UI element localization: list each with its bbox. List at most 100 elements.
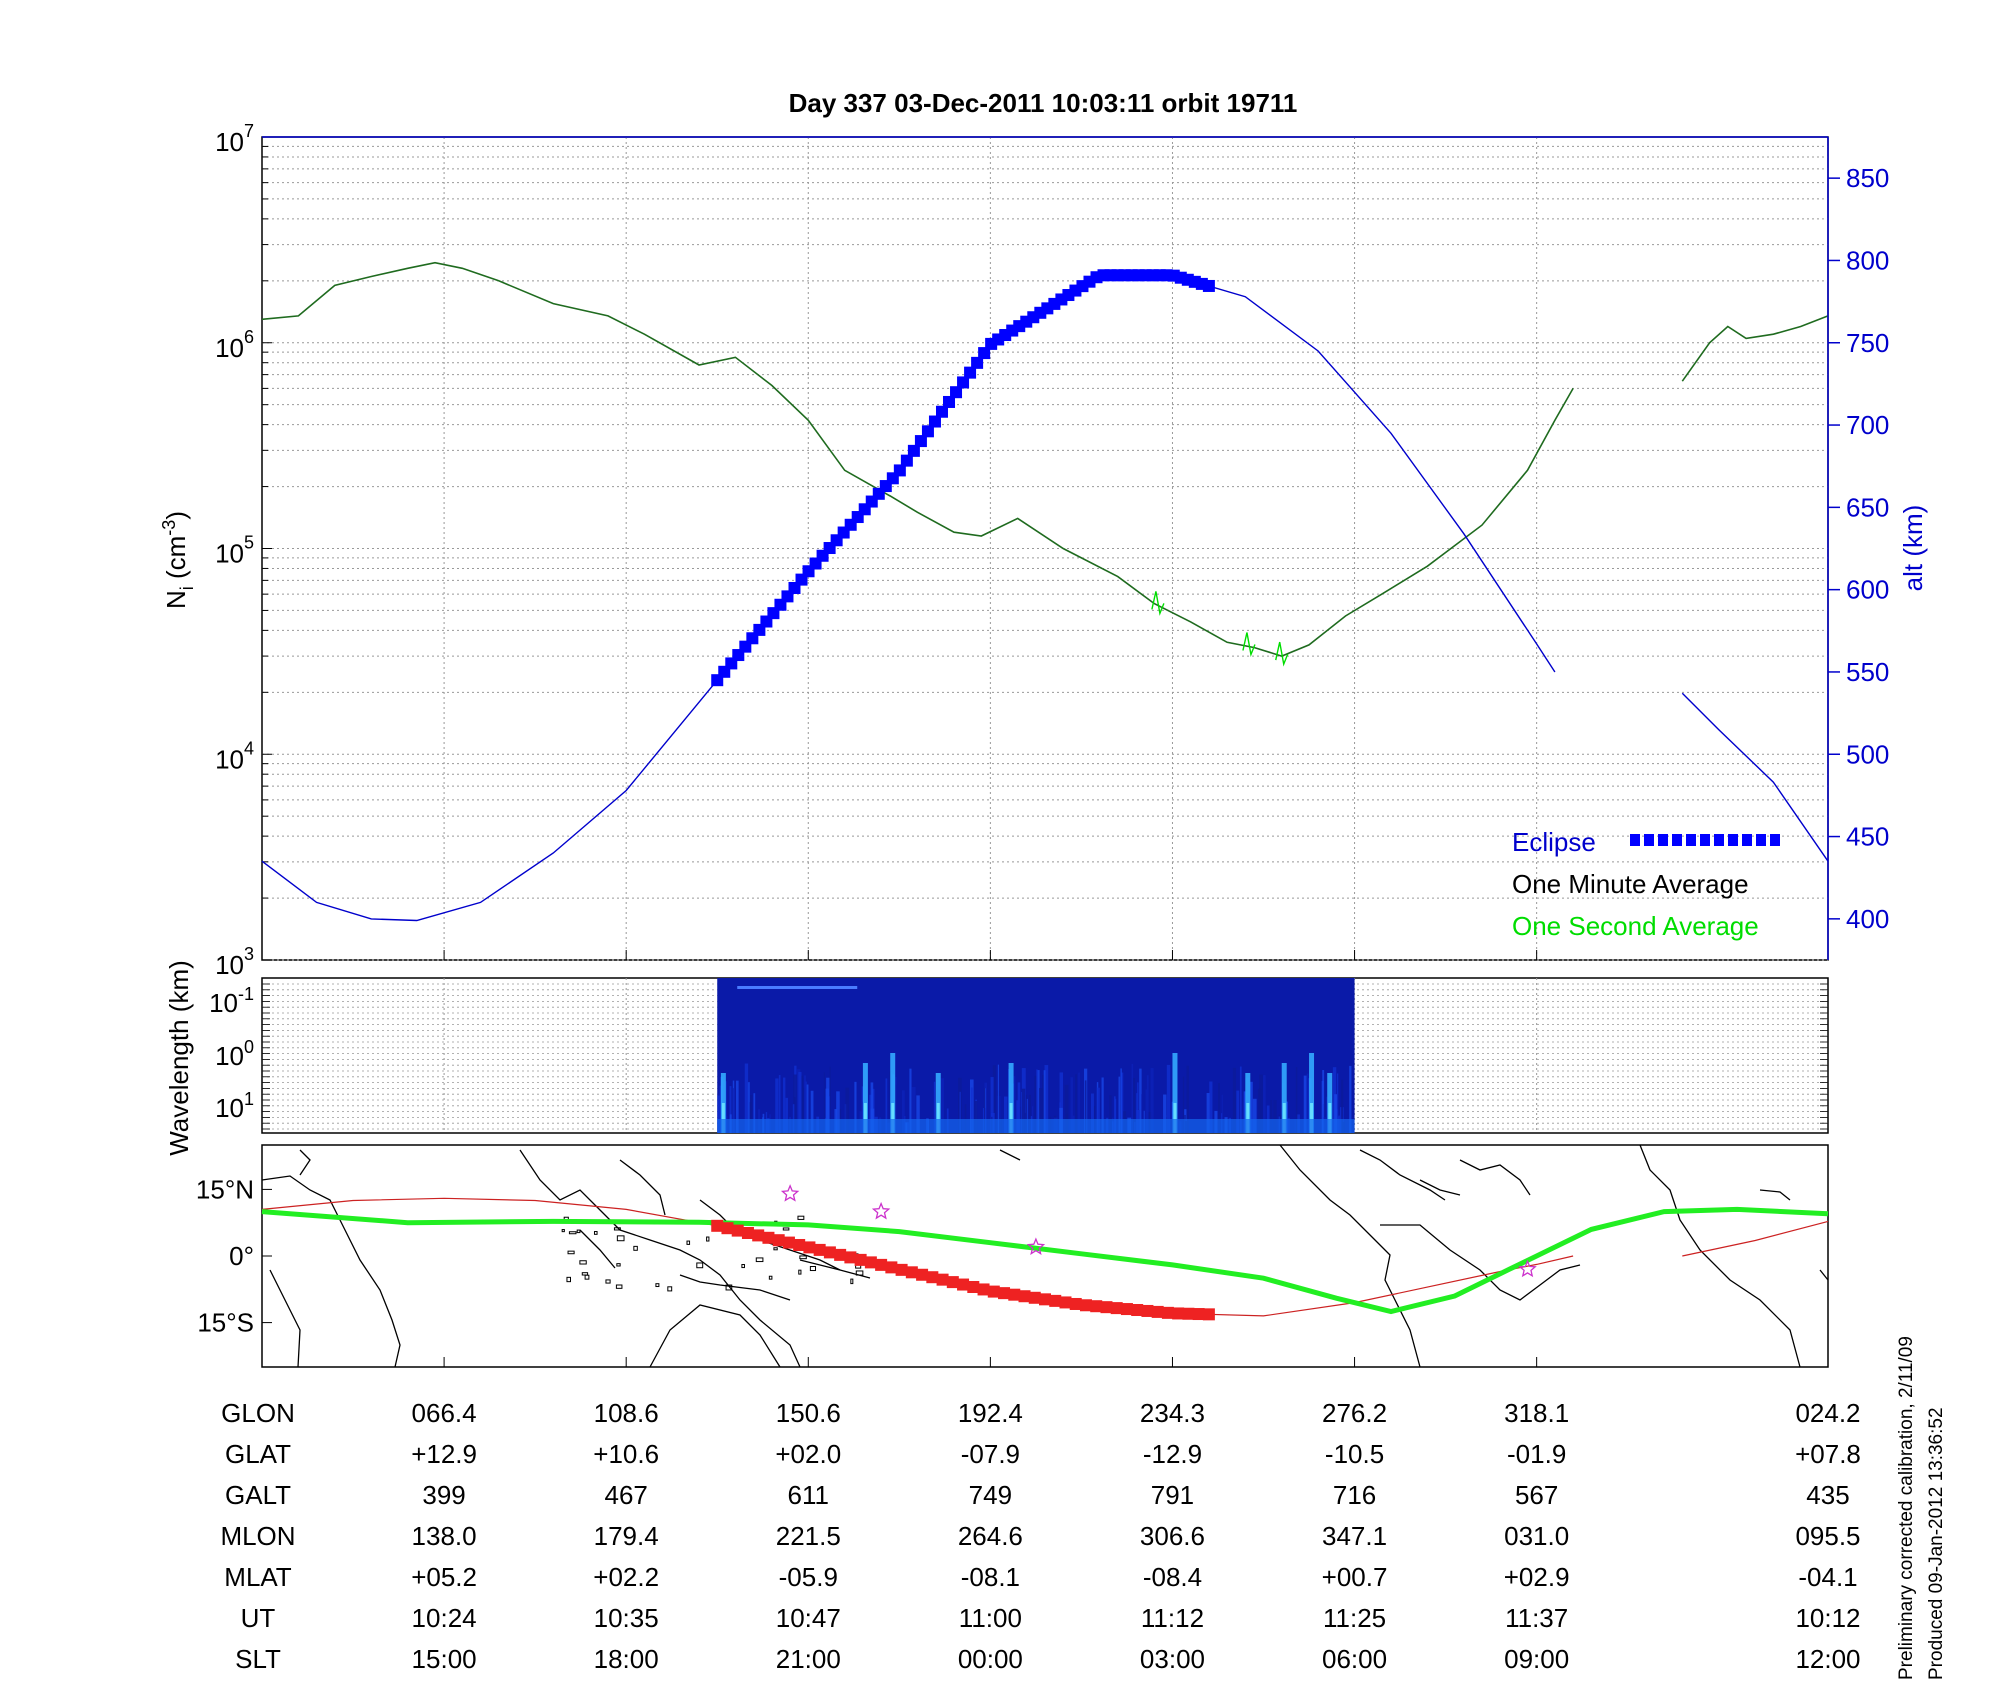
tick-exponent: 1 (244, 1089, 254, 1109)
table-cell: -12.9 (1143, 1439, 1202, 1469)
spectrogram-bright-band (1008, 1063, 1014, 1133)
footer-produced-note: Produced 09-Jan-2012 13:36:52 (1926, 1407, 1947, 1680)
density-tick-label: 106 (215, 327, 254, 363)
island (593, 1231, 598, 1235)
eclipse-track-marker (844, 1251, 857, 1264)
eclipse-track-marker (916, 1268, 929, 1281)
density-grid (262, 137, 1828, 961)
eclipse-track-marker (752, 1229, 765, 1242)
eclipse-track-marker (885, 1261, 898, 1274)
eclipse-track-marker (1069, 1297, 1082, 1310)
eclipse-track-marker (864, 1256, 877, 1269)
spectrogram-bright-core (1246, 1103, 1250, 1133)
tick-base: 10 (215, 539, 244, 569)
spectrogram-streak (1036, 1069, 1038, 1133)
table-cell: 11:12 (1141, 1603, 1204, 1633)
altitude-tick-label: 850 (1846, 163, 1889, 193)
orbit-track-line (1682, 1220, 1829, 1257)
table-cell: -08.4 (1143, 1562, 1202, 1592)
table-cell: 18:00 (594, 1644, 659, 1674)
table-cell: 716 (1333, 1480, 1376, 1510)
star-marker (1026, 1237, 1046, 1255)
density-line (261, 261, 1574, 657)
spectrogram-streak (749, 1102, 752, 1133)
spectrogram-tick-label: 10-1 (209, 984, 254, 1018)
tick-base: 10 (209, 988, 238, 1018)
one-second-spike (1275, 641, 1289, 667)
table-cell: 00:00 (958, 1644, 1023, 1674)
eclipse-markers (711, 269, 1215, 687)
spectrogram-streak (1141, 1094, 1143, 1133)
eclipse-track-marker (905, 1266, 918, 1279)
island (798, 1269, 802, 1275)
spectrogram-streak (1137, 1082, 1139, 1133)
coastline (1639, 1144, 1801, 1368)
island (725, 1284, 733, 1291)
coastline (649, 1304, 781, 1368)
spectrogram-streak (933, 1081, 936, 1133)
altitude-tick-label: 700 (1846, 410, 1889, 440)
density-y-label-exponent: -3 (159, 520, 179, 536)
spectrogram-streak (1101, 1077, 1104, 1133)
tick-exponent: 4 (244, 738, 254, 758)
table-cell: 03:00 (1140, 1644, 1205, 1674)
table-cell: 15:00 (412, 1644, 477, 1674)
spectrogram-streak (1249, 1081, 1253, 1133)
density-tick-label: 105 (215, 533, 254, 569)
table-cell: 21:00 (776, 1644, 841, 1674)
eclipse-track-marker (854, 1253, 867, 1266)
spectrogram-streak (1034, 1075, 1038, 1133)
table-cell: 221.5 (776, 1521, 841, 1551)
spectrogram-streak (845, 1087, 850, 1133)
spectrogram-streak (1025, 1094, 1028, 1133)
spectrogram-streak (775, 1078, 779, 1133)
spectrogram-streak (959, 1091, 961, 1133)
legend-eclipse-marker (1686, 834, 1696, 846)
density-tick-label: 104 (215, 738, 254, 774)
table-row-label: MLAT (224, 1562, 292, 1592)
table-cell: 399 (422, 1480, 465, 1510)
spectrogram-streak (1145, 1089, 1147, 1133)
eclipse-track-marker (1120, 1303, 1133, 1316)
legend-eclipse-marker (1728, 834, 1738, 846)
spectrogram-y-label: Wavelength (km) (164, 960, 194, 1156)
table-row-label: GLAT (225, 1439, 291, 1469)
spectrogram-streak (1232, 1067, 1237, 1133)
spectrogram-streak (729, 1086, 732, 1133)
island (567, 1250, 575, 1255)
eclipse-marker (957, 376, 970, 389)
spectrogram-streak (940, 1078, 944, 1133)
island (768, 1275, 773, 1280)
spectrogram-bright-band (890, 1053, 896, 1133)
altitude-tick-label: 400 (1846, 904, 1889, 934)
spectrogram-streak (1059, 1072, 1064, 1133)
eclipse-track-marker (1151, 1305, 1164, 1318)
spectrogram-bright-core (1328, 1103, 1332, 1133)
spectrogram-streak (1252, 1098, 1257, 1133)
table-cell: 11:00 (959, 1603, 1022, 1633)
spectrogram-bright-band (1281, 1063, 1287, 1133)
spectrogram-streak (801, 1075, 803, 1133)
table-cell: 234.3 (1140, 1398, 1205, 1428)
spectrogram-streak (826, 1077, 830, 1133)
spectrogram-streak (1349, 1065, 1352, 1133)
coastline (269, 1269, 301, 1368)
spectrogram-streak (990, 1077, 994, 1133)
legend: Eclipse One Minute Average One Second Av… (1512, 827, 1780, 941)
table-cell: 567 (1515, 1480, 1558, 1510)
spectrogram-streak (1259, 1074, 1263, 1133)
eclipse-track-marker (1079, 1299, 1092, 1312)
magnetic-equator-line (261, 1206, 1829, 1315)
coastline (261, 1175, 401, 1368)
spectrogram-streak (792, 1104, 795, 1133)
eclipse-track (711, 1219, 1215, 1321)
eclipse-track-marker (926, 1271, 939, 1284)
spectrogram-streak (974, 1101, 978, 1133)
spectrogram-streak (1325, 1096, 1328, 1133)
spectrogram-streak (1044, 1065, 1049, 1133)
spectrogram-streak (1090, 1093, 1094, 1133)
eclipse-marker (943, 395, 956, 408)
spectrogram-streak (785, 1097, 788, 1133)
spectrogram-streak (964, 1104, 967, 1133)
